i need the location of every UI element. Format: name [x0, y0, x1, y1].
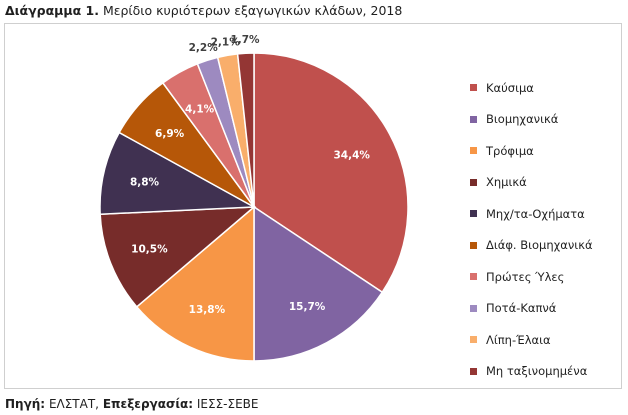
slice-label-8: 2,2%: [189, 42, 219, 54]
legend-label: Τρόφιμα: [486, 143, 534, 158]
pie-chart: 34,4% 15,7% 13,8% 10,5% 8,8% 6,9%4,1% 2,2%2,1%…: [99, 34, 409, 362]
legend-swatch: [470, 147, 477, 155]
source-value: ΕΛΣΤΑΤ,: [48, 397, 99, 411]
chart-frame: 34,4% 15,7% 13,8% 10,5% 8,8% 6,9% 4,1% 2,2% 2,1%…: [4, 23, 622, 389]
processing-value: ΙΕΣΣ-ΣΕΒΕ: [196, 397, 259, 411]
source-note: Πηγή: ΕΛΣΤΑΤ, Επεξεργασία: ΙΕΣΣ-ΣΕΒΕ: [5, 397, 258, 411]
pie-slice-2: [253, 205, 384, 362]
legend-item-7: Πρώτες Ύλες: [470, 261, 593, 293]
legend-swatch: [470, 241, 477, 249]
legend-item-9: Λίπη-Έλαια: [470, 324, 593, 356]
legend-label: Καύσιμα: [486, 80, 534, 95]
legend-label: Βιομηχανικά: [486, 112, 559, 127]
figure-title-text: Μερίδιο κυριότερων εξαγωγικών κλάδων, 20…: [102, 3, 403, 18]
slice-label-4: 10,5%: [131, 243, 168, 255]
figure-title-prefix: Διάγραμμα 1.: [5, 3, 99, 18]
legend-item-1: Καύσιμα: [470, 72, 593, 104]
legend-item-8: Ποτά-Καπνά: [470, 293, 593, 325]
legend-item-4: Χημικά: [470, 167, 593, 199]
legend-label: Διάφ. Βιομηχανικά: [486, 238, 593, 253]
slice-label-9: 2,1%: [211, 37, 241, 49]
pie-slice-10: [236, 52, 255, 208]
legend-swatch: [470, 210, 477, 218]
legend-label: Ποτά-Καπνά: [486, 301, 557, 316]
legend-label: Πρώτες Ύλες: [486, 269, 565, 284]
legend-swatch: [470, 367, 477, 375]
source-label: Πηγή:: [5, 397, 46, 411]
legend-item-5: Μηχ/τα-Οχήματα: [470, 198, 593, 230]
legend-swatch: [470, 84, 477, 92]
legend-label: Χημικά: [486, 175, 527, 190]
pie-slice-4: [99, 206, 257, 308]
figure-title: Διάγραμμα 1. Μερίδιο κυριότερων εξαγωγικ…: [5, 3, 402, 18]
slice-label-10: 1,7%: [230, 34, 260, 46]
legend-swatch: [470, 115, 477, 123]
slice-label-3: 13,8%: [189, 304, 226, 316]
slice-label-6: 6,9%: [155, 128, 185, 140]
legend-swatch: [470, 304, 477, 312]
legend-label: Μη ταξινομημένα: [486, 364, 588, 379]
legend-item-3: Τρόφιμα: [470, 135, 593, 167]
legend-item-2: Βιομηχανικά: [470, 104, 593, 136]
slice-label-2: 15,7%: [289, 301, 326, 313]
legend-item-10: Μη ταξινομημένα: [470, 356, 593, 388]
slice-label-5: 8,8%: [130, 177, 160, 189]
pie-slice-3: [135, 205, 255, 362]
legend-label: Μηχ/τα-Οχήματα: [486, 206, 585, 221]
legend: Καύσιμα Βιομηχανικά Τρόφιμα Χημικά Μηχ/τα-Οχ…: [470, 72, 593, 387]
legend-swatch: [470, 273, 477, 281]
slice-label-1: 34,4%: [333, 150, 370, 162]
legend-item-6: Διάφ. Βιομηχανικά: [470, 230, 593, 262]
legend-label: Λίπη-Έλαια: [486, 332, 551, 347]
legend-swatch: [470, 178, 477, 186]
processing-label: Επεξεργασία:: [102, 397, 194, 411]
slice-label-7: 4,1%: [185, 104, 215, 116]
pie-slice-5: [99, 131, 257, 216]
legend-swatch: [470, 336, 477, 344]
